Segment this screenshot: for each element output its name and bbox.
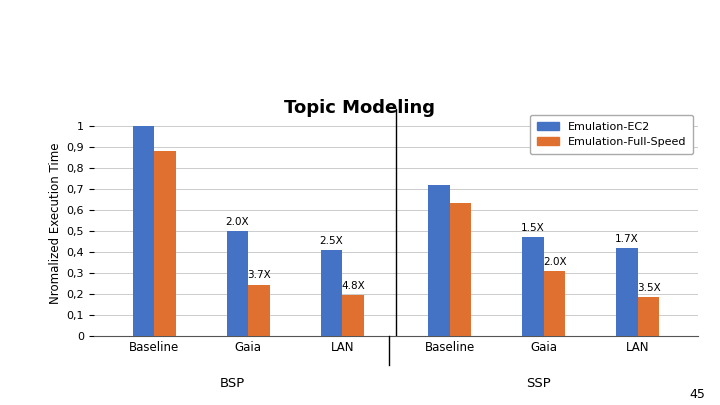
Bar <box>544 271 565 336</box>
Bar <box>132 126 154 336</box>
Text: SSP Performance – 11 Data Centers: SSP Performance – 11 Data Centers <box>18 28 546 53</box>
Text: 45: 45 <box>690 388 706 401</box>
Bar <box>248 285 270 336</box>
Text: 3.7X: 3.7X <box>247 271 271 281</box>
Text: 1.5X: 1.5X <box>521 223 545 233</box>
Text: 3.5X: 3.5X <box>636 283 660 293</box>
Bar <box>154 151 176 336</box>
Text: 2.0X: 2.0X <box>225 217 249 227</box>
Text: 1.7X: 1.7X <box>616 234 639 244</box>
Bar <box>616 248 638 336</box>
Bar <box>342 295 364 336</box>
Text: 2.5X: 2.5X <box>320 236 343 246</box>
Text: BSP: BSP <box>220 377 246 390</box>
Text: SSP: SSP <box>526 377 551 390</box>
Bar <box>227 231 248 336</box>
Bar <box>320 250 342 336</box>
Bar <box>450 203 472 336</box>
Text: 2.0X: 2.0X <box>543 257 567 267</box>
Text: Topic Modeling: Topic Modeling <box>284 99 436 117</box>
Legend: Emulation-EC2, Emulation-Full-Speed: Emulation-EC2, Emulation-Full-Speed <box>530 115 693 154</box>
Bar <box>638 297 660 336</box>
Text: 4.8X: 4.8X <box>341 281 365 291</box>
Y-axis label: Nromalized Execution Time: Nromalized Execution Time <box>49 142 62 303</box>
Bar <box>428 185 450 336</box>
Bar <box>522 237 544 336</box>
